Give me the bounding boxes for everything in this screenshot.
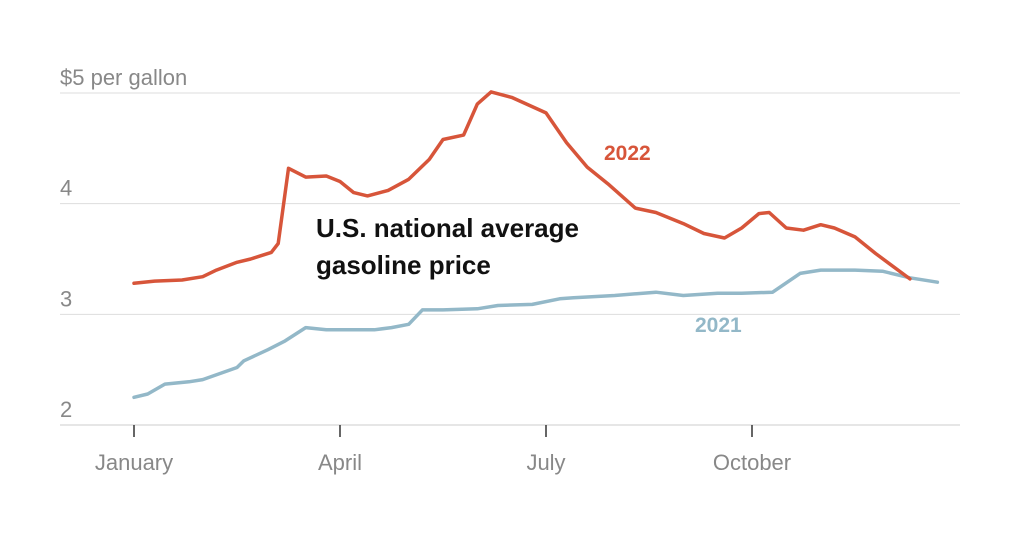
x-axis: January April July October [95, 425, 791, 475]
series-labels: 2022 2021 [604, 142, 742, 337]
series-label-2021: 2021 [695, 314, 742, 337]
title-line-1: U.S. national average [316, 213, 579, 243]
y-tick-label-4: 4 [60, 176, 72, 201]
y-tick-label-2: 2 [60, 397, 72, 422]
title-line-2: gasoline price [316, 250, 491, 280]
series-lines [132, 90, 940, 400]
grid-lines [60, 92, 960, 426]
series-line-2022 [132, 90, 912, 286]
x-tick-label-october: October [713, 450, 791, 475]
series-label-2022: 2022 [604, 142, 651, 165]
y-tick-label-5: $5 per gallon [60, 65, 187, 90]
x-tick-label-january: January [95, 450, 173, 475]
series-line-2021 [132, 268, 940, 400]
y-axis-tick-labels: 2 3 4 $5 per gallon [60, 65, 187, 422]
x-tick-label-july: July [526, 450, 565, 475]
x-tick-label-april: April [318, 450, 362, 475]
chart-title: U.S. national average gasoline price [316, 213, 579, 280]
y-tick-label-3: 3 [60, 286, 72, 311]
